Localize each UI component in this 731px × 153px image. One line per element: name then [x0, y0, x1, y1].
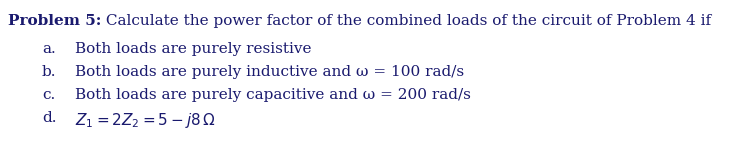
Text: c.: c. [42, 88, 56, 102]
Text: Both loads are purely inductive and ω = 100 rad/s: Both loads are purely inductive and ω = … [75, 65, 464, 79]
Text: $Z_1 = 2Z_2 = 5 - j8\,\Omega$: $Z_1 = 2Z_2 = 5 - j8\,\Omega$ [75, 111, 216, 130]
Text: d.: d. [42, 111, 56, 125]
Text: Both loads are purely capacitive and ω = 200 rad/s: Both loads are purely capacitive and ω =… [75, 88, 471, 102]
Text: Problem 5:: Problem 5: [8, 14, 102, 28]
Text: b.: b. [42, 65, 56, 79]
Text: Both loads are purely resistive: Both loads are purely resistive [75, 42, 311, 56]
Text: Calculate the power factor of the combined loads of the circuit of Problem 4 if: Calculate the power factor of the combin… [102, 14, 711, 28]
Text: a.: a. [42, 42, 56, 56]
